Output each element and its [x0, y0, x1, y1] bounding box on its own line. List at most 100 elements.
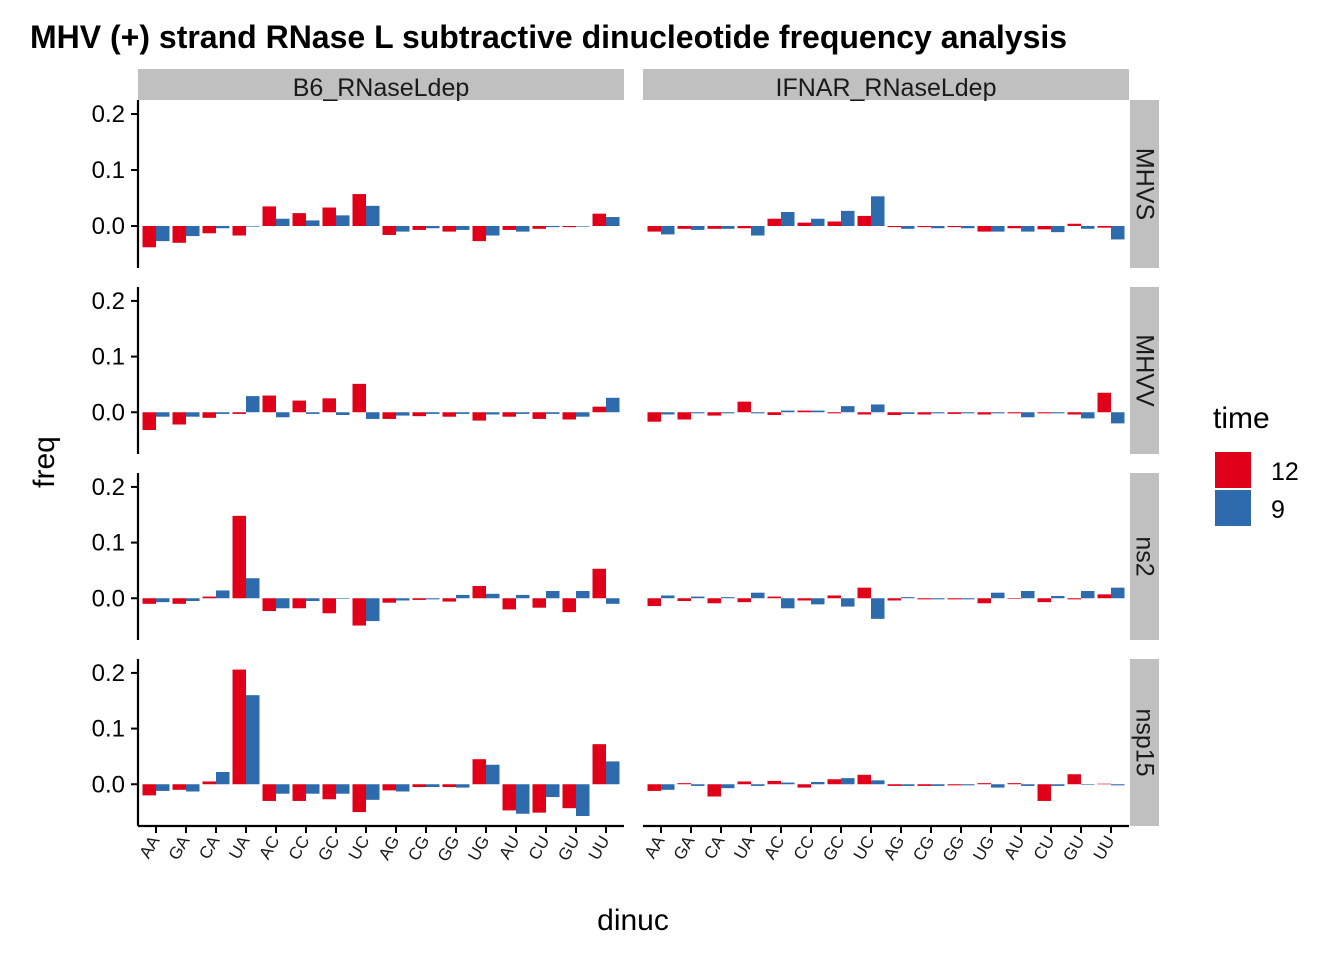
x-tick-label: GC: [314, 833, 343, 865]
bar: [306, 784, 320, 794]
y-axis-title: freq: [28, 436, 61, 488]
bar: [691, 784, 705, 786]
bar: [412, 784, 426, 788]
bar: [841, 406, 855, 413]
bar: [366, 784, 380, 800]
bar: [246, 396, 260, 413]
bar: [262, 206, 276, 226]
facet-strip-label: B6_RNaseLdep: [293, 74, 470, 102]
bar: [1111, 412, 1125, 424]
bar: [647, 598, 661, 607]
bar: [887, 598, 901, 601]
y-tick-label: 0.0: [92, 585, 125, 612]
x-tick-label: CU: [1030, 833, 1059, 864]
bar: [647, 226, 661, 232]
facet-strip-b6-rnaseldep: [138, 69, 624, 100]
bar: [707, 412, 721, 416]
facet-strip-ifnar-rnaseldep: [643, 69, 1129, 100]
bar: [172, 226, 186, 243]
bar: [871, 404, 885, 413]
bar: [336, 215, 350, 226]
bar: [887, 412, 901, 416]
x-tick-label: UG: [969, 833, 998, 865]
bar: [827, 779, 841, 785]
panel-nsp15-ifnar-rnaseldep: AA GA CA UA AC CC GC UC AG CG GG UG AU CU GU UU: [641, 774, 1129, 865]
bar: [1111, 226, 1125, 240]
panel-ns2-ifnar-rnaseldep: [647, 587, 1125, 619]
x-tick-label: GA: [165, 832, 194, 863]
bar: [1111, 784, 1125, 786]
bar: [472, 226, 486, 242]
bar: [366, 412, 380, 419]
bar: [276, 218, 290, 226]
bar: [811, 218, 825, 226]
y-tick-label: 0.1: [92, 344, 125, 371]
bar: [947, 226, 961, 228]
facet-strip-mhvs: [1130, 100, 1159, 268]
bar: [306, 220, 320, 226]
bar: [661, 784, 675, 790]
y-tick-label: 0.1: [92, 530, 125, 557]
bar: [797, 598, 811, 601]
bar: [546, 591, 560, 599]
bar: [1097, 226, 1111, 228]
bar: [1021, 226, 1035, 232]
bar: [857, 587, 871, 599]
bar: [767, 412, 781, 416]
bar: [1097, 594, 1111, 599]
bar: [857, 774, 871, 785]
bar: [396, 598, 410, 601]
bar: [306, 598, 320, 602]
bar: [887, 226, 901, 228]
bar: [677, 226, 691, 229]
legend-label-9: 9: [1271, 496, 1285, 524]
bar: [1007, 226, 1021, 229]
facet-strip-label: MHVV: [1131, 334, 1159, 407]
bar: [502, 784, 516, 811]
bar: [707, 598, 721, 604]
bar: [1051, 412, 1065, 414]
x-tick-label: GG: [434, 833, 464, 865]
facet-strip-ns2: [1130, 473, 1159, 640]
bar: [721, 784, 735, 789]
bar: [721, 226, 735, 229]
bar: [456, 594, 470, 599]
bar: [977, 412, 991, 415]
bar: [396, 412, 410, 416]
bar: [186, 226, 200, 237]
bar: [502, 226, 516, 230]
bar: [606, 397, 620, 413]
bar: [292, 598, 306, 609]
bar: [382, 226, 396, 235]
bar: [691, 412, 705, 414]
bar: [202, 226, 216, 234]
bar: [156, 598, 170, 603]
bar: [721, 412, 735, 414]
bar: [592, 213, 606, 226]
bar: [871, 780, 885, 785]
bar: [977, 783, 991, 785]
x-tick-label: AA: [641, 832, 669, 862]
bar: [841, 210, 855, 226]
bar: [576, 591, 590, 599]
bar: [1007, 783, 1021, 785]
panel-mhvv-b6-rnaseldep: 0.0 0.1 0.2: [92, 287, 620, 454]
bar: [156, 226, 170, 242]
bar: [991, 592, 1005, 599]
legend-label-12: 12: [1271, 458, 1299, 486]
bar: [232, 669, 246, 785]
panel-mhvs-ifnar-rnaseldep: [647, 196, 1125, 240]
y-tick-label: 0.1: [92, 716, 125, 743]
bar: [352, 598, 366, 626]
bar: [1007, 412, 1021, 414]
bar: [871, 598, 885, 619]
bar: [1037, 598, 1051, 603]
bar: [931, 412, 945, 414]
bar: [276, 598, 290, 609]
bar: [707, 784, 721, 797]
bar: [592, 406, 606, 413]
y-tick-label: 0.0: [92, 771, 125, 798]
bar: [592, 568, 606, 599]
y-tick-label: 0.0: [92, 399, 125, 426]
bar: [751, 592, 765, 599]
